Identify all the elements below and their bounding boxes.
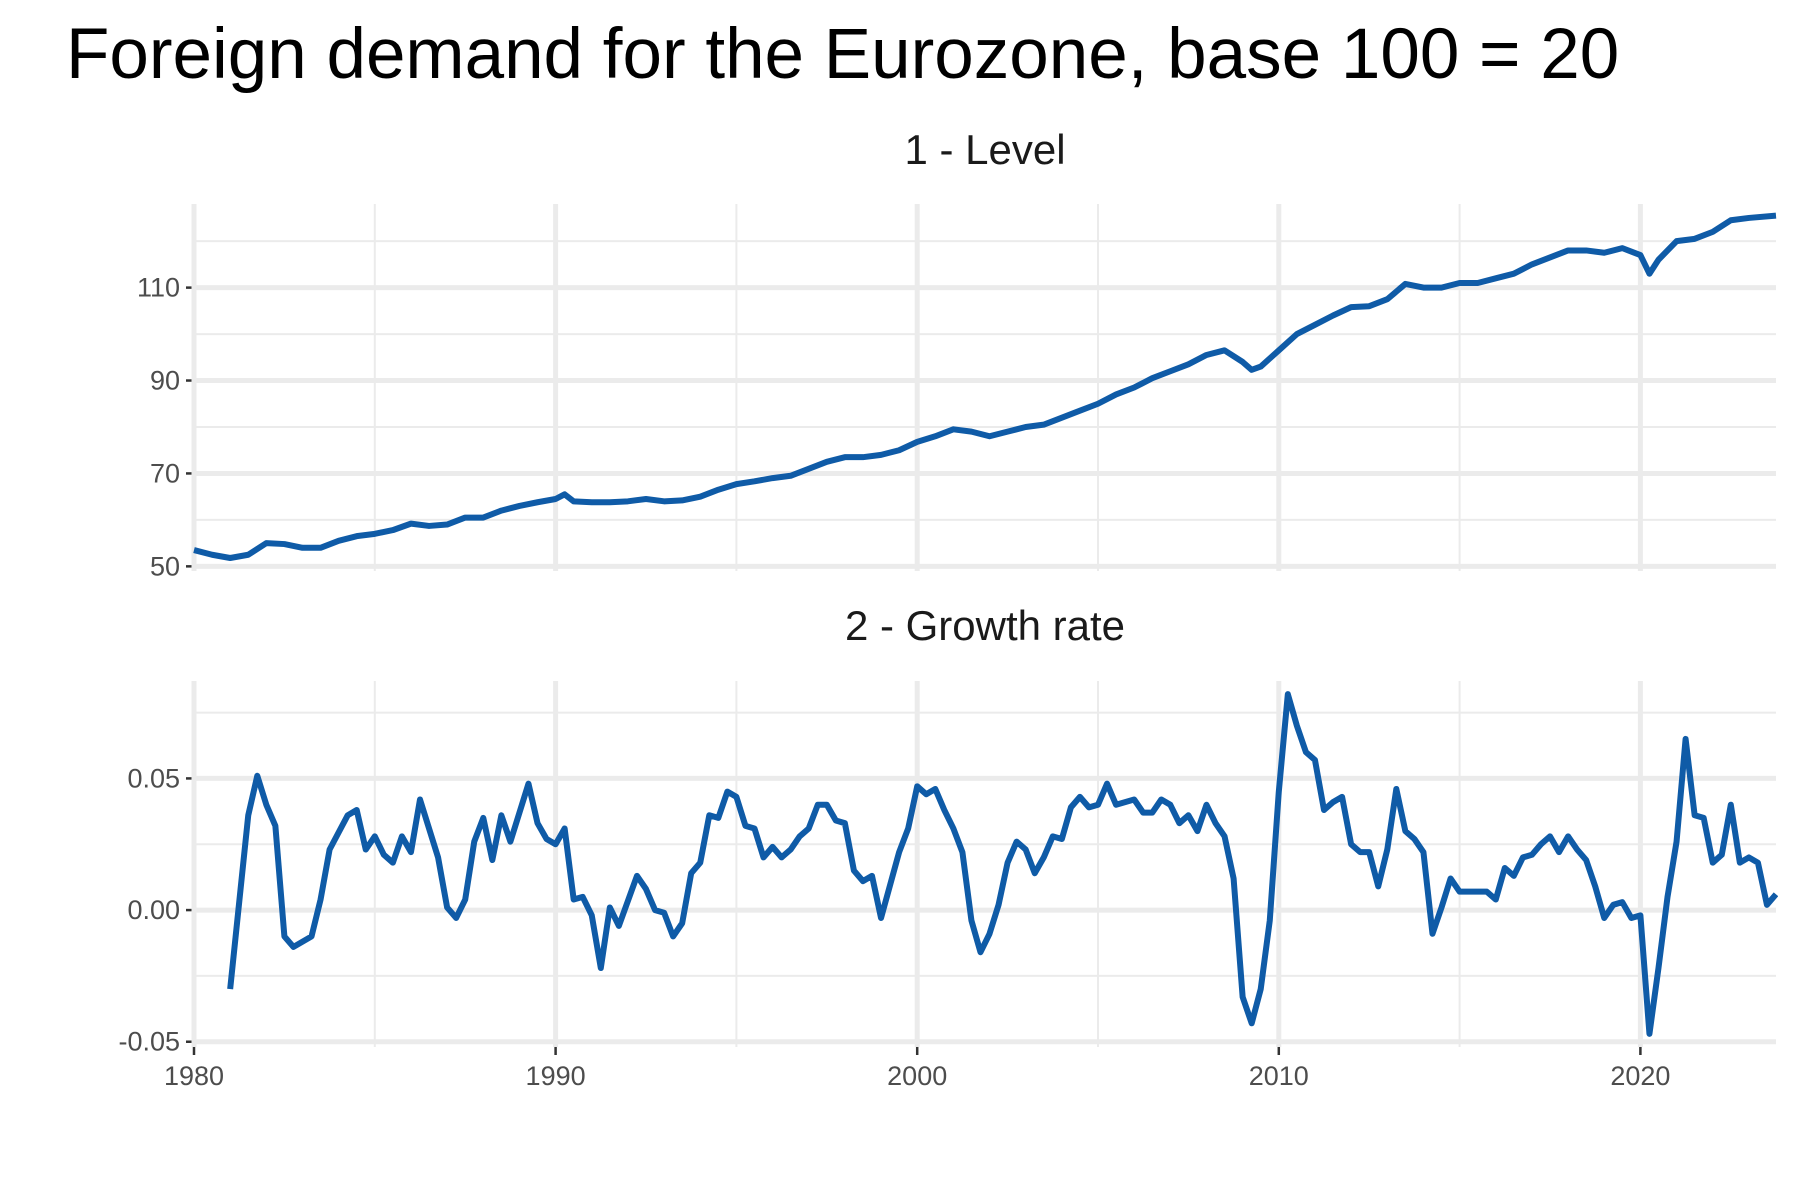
y-tick-label: 110	[137, 273, 180, 303]
panel-title: 2 - Growth rate	[845, 602, 1125, 649]
page-title: Foreign demand for the Eurozone, base 10…	[66, 15, 1619, 94]
y-tick-label: 90	[150, 366, 180, 396]
x-tick-label: 1980	[164, 1061, 224, 1091]
data-line	[193, 212, 1777, 561]
y-tick-label: 0.00	[127, 895, 180, 925]
y-tick-label: 70	[150, 458, 180, 488]
panel-title: 1 - Level	[904, 126, 1065, 173]
data-line	[227, 691, 1778, 1037]
x-tick-label: 1990	[526, 1061, 586, 1091]
y-tick-label: 0.05	[127, 763, 180, 793]
y-tick-label: -0.05	[118, 1027, 180, 1057]
x-tick-label: 2010	[1249, 1061, 1309, 1091]
x-tick-label: 2020	[1610, 1061, 1670, 1091]
x-tick-label: 2000	[887, 1061, 947, 1091]
y-tick-label: 50	[150, 551, 180, 581]
